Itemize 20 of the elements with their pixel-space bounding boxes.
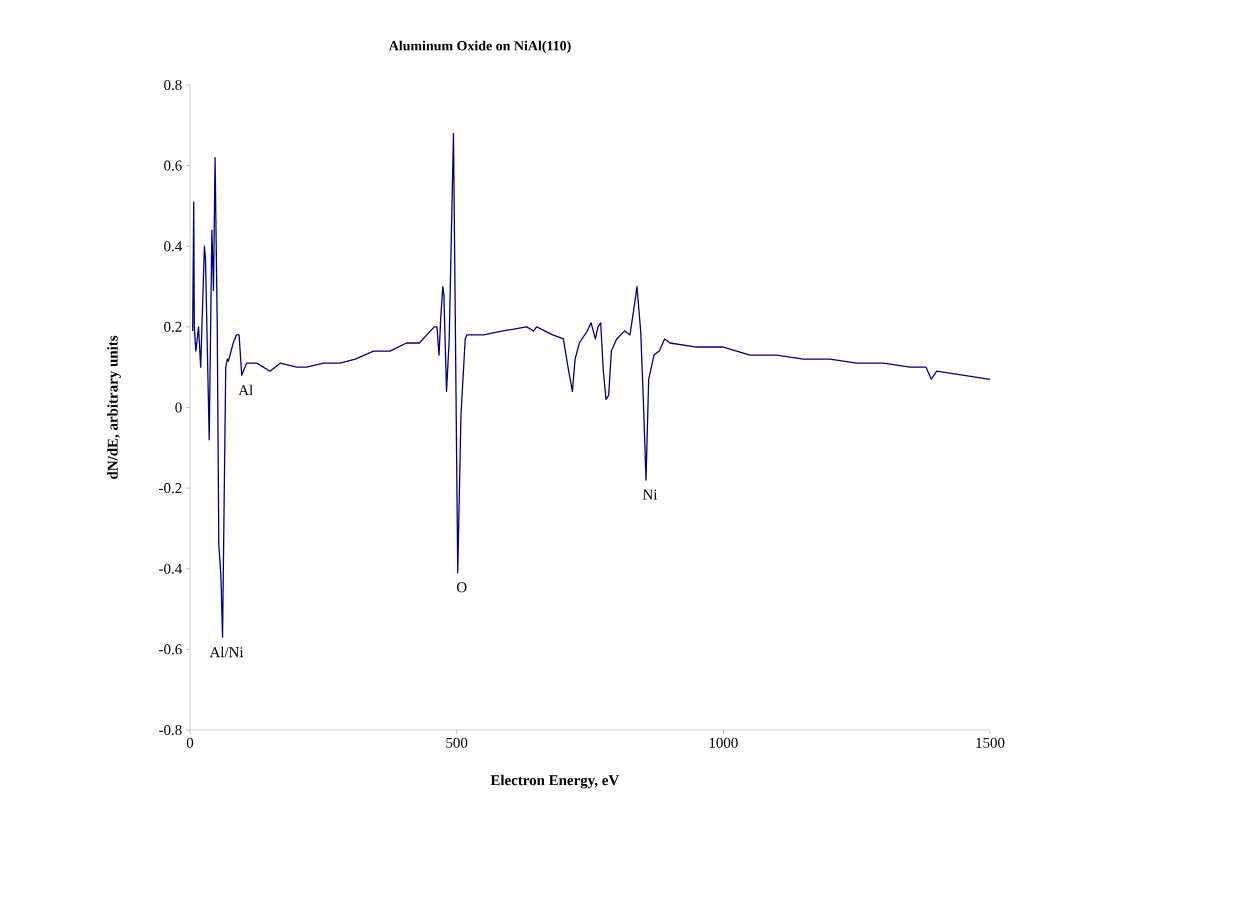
y-tick-label: -0.8 (159, 724, 182, 736)
annotation: Al/Ni (209, 646, 244, 658)
chart-title: Aluminum Oxide on NiAl(110) (388, 40, 571, 54)
annotation: Ni (642, 489, 658, 500)
x-tick-label: 1500 (976, 737, 1005, 748)
y-axis-title: dN/dE, arbitrary units (107, 335, 121, 479)
x-tick-label: 0 (186, 737, 194, 748)
y-tick-label: 0.2 (164, 321, 182, 332)
y-tick-label: 0.4 (164, 241, 182, 252)
x-tick-label: 1000 (709, 737, 738, 748)
y-tick-label: 0.8 (164, 79, 182, 91)
y-tick-label: 0 (175, 402, 182, 413)
annotation: Al (238, 384, 253, 396)
x-axis-title: Electron Energy, eV (490, 774, 620, 789)
x-tick-label: 500 (446, 737, 468, 748)
y-tick-label: 0.6 (164, 160, 182, 171)
y-tick-label: -0.2 (159, 483, 182, 494)
y-tick-label: -0.6 (159, 644, 182, 655)
annotation: O (456, 582, 467, 593)
y-tick-label: -0.4 (159, 563, 182, 574)
